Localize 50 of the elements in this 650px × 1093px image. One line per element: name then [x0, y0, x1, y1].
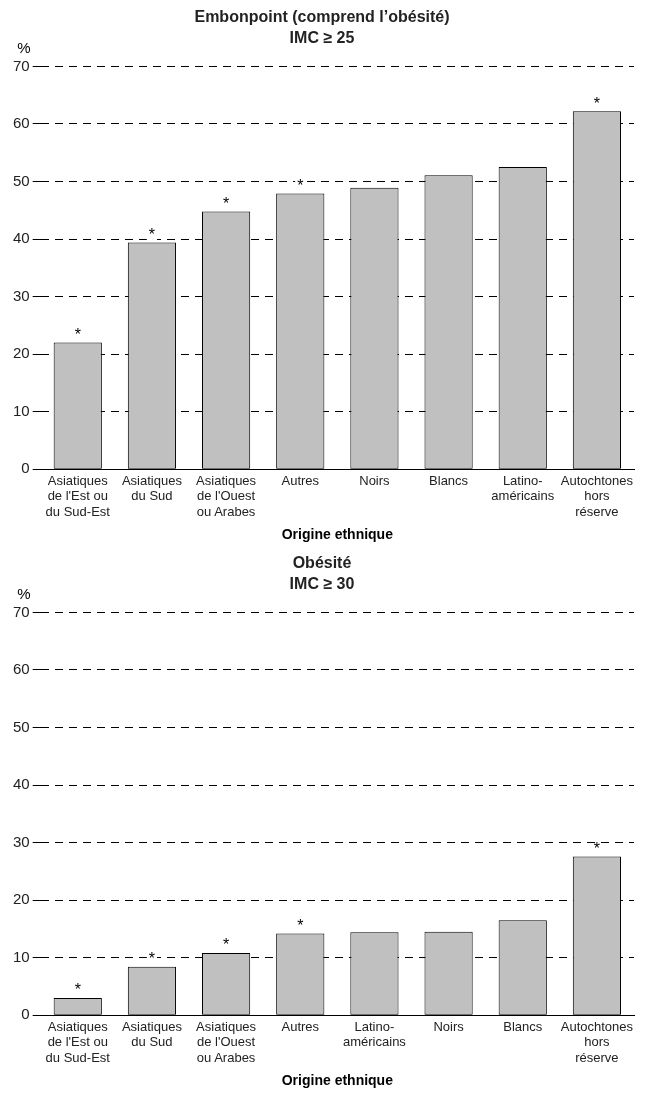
y-tick-label: 0	[21, 1005, 30, 1023]
x-tick-label: Noirs	[359, 472, 391, 488]
y-tick-label: 10	[13, 947, 30, 965]
y-tick-label: 40	[13, 229, 30, 247]
x-tick-label: Asiatiques du Sud	[121, 472, 183, 504]
annotation: *	[297, 916, 304, 934]
x-tick-label: Latino- américains	[342, 1018, 407, 1050]
y-tick-label: 50	[13, 171, 30, 189]
x-tick-label: Asiatiques de l'Est ou du Sud-Est	[45, 472, 111, 519]
y-tick-label: 40	[13, 775, 30, 793]
annotation: *	[148, 225, 156, 243]
y-tick-label: 60	[13, 660, 30, 678]
x-tick-label: Asiatiques du Sud	[121, 1018, 183, 1050]
y-tick-label: 50	[13, 717, 30, 735]
x-tick-label: Asiatiques de l'Est ou du Sud-Est	[45, 1018, 111, 1065]
y-tick-label: 30	[13, 832, 30, 850]
y-tick-label: 70	[13, 56, 30, 74]
annotation: *	[593, 94, 601, 112]
y-axis-title: %	[17, 39, 31, 57]
y-tick-label: 0	[21, 459, 30, 477]
annotation: *	[148, 950, 156, 968]
x-tick-label: Blancs	[429, 472, 469, 488]
annotation: *	[297, 176, 304, 194]
x-tick-label: Autres	[281, 472, 320, 488]
annotation: *	[74, 981, 81, 999]
chart-title: Obésité	[292, 554, 352, 572]
y-tick-label: 10	[13, 401, 30, 419]
x-tick-label: Blancs	[503, 1018, 543, 1034]
x-tick-label: Autochtones hors réserve	[560, 1018, 634, 1065]
x-tick-label: Latino- américains	[491, 472, 555, 504]
annotation: *	[593, 839, 601, 857]
annotation: *	[222, 936, 230, 954]
x-tick-label: Noirs	[433, 1018, 465, 1034]
annotation: *	[222, 194, 230, 212]
y-tick-label: 20	[13, 344, 30, 362]
y-tick-label: 60	[13, 114, 30, 132]
y-tick-label: 70	[13, 602, 30, 620]
y-axis-title: %	[17, 585, 31, 603]
chart-subtitle: IMC ≥ 30	[289, 575, 355, 593]
x-tick-label: Asiatiques de l'Ouest ou Arabes	[196, 1018, 257, 1065]
x-axis-title: Origine ethnique	[281, 525, 394, 542]
chart-title: Embonpoint (comprend l’obésité)	[194, 8, 450, 26]
x-tick-label: Asiatiques de l'Ouest ou Arabes	[196, 472, 257, 519]
y-tick-label: 30	[13, 286, 30, 304]
x-axis-title: Origine ethnique	[281, 1071, 394, 1088]
chart-subtitle: IMC ≥ 25	[289, 29, 355, 47]
x-tick-label: Autochtones hors réserve	[560, 472, 634, 519]
y-tick-label: 20	[13, 890, 30, 908]
annotation: *	[74, 326, 81, 344]
x-tick-label: Autres	[281, 1018, 320, 1034]
